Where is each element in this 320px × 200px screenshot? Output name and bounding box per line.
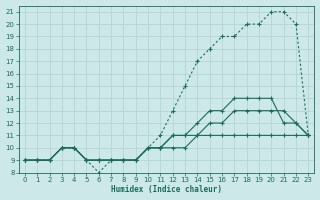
- X-axis label: Humidex (Indice chaleur): Humidex (Indice chaleur): [111, 185, 222, 194]
